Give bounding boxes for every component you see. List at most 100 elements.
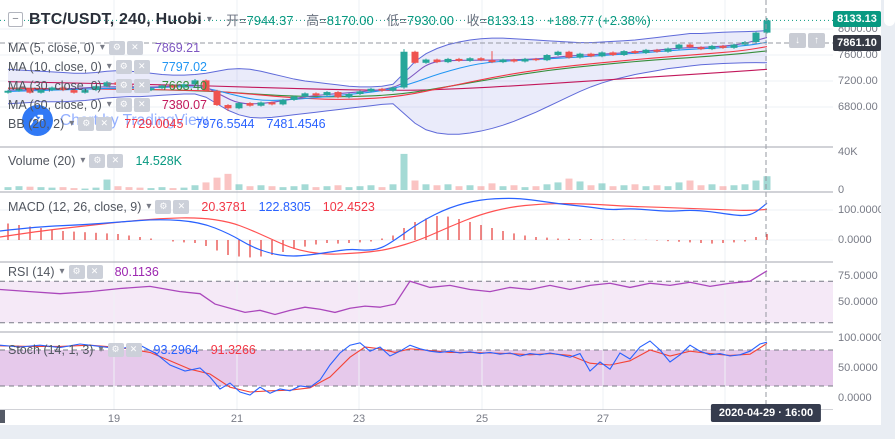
settings-gear-icon[interactable]: ⚙ (108, 40, 125, 55)
time-axis[interactable]: 2020-04-29 · 16:00 19 21 23 25 27 (0, 404, 881, 425)
stoch-k-line (0, 340, 768, 396)
price-tick-label: 0.0000 (838, 234, 872, 246)
indicator-legend-row: MA (60, close, 0) ▾ ⚙ ✕ 7380.07 (8, 97, 219, 112)
chevron-down-icon[interactable]: ▾ (99, 42, 105, 53)
settings-gear-icon[interactable]: ⚙ (115, 59, 132, 74)
time-tick-label: 21 (230, 413, 244, 425)
indicator-legend-row: Volume (20) ▾ ⚙ ✕ 14.528K (8, 153, 194, 168)
price-tick-label: 50.0000 (838, 296, 878, 308)
volume-bars-layer (4, 153, 771, 190)
settings-gear-icon[interactable]: ⚙ (115, 97, 132, 112)
close-icon[interactable]: ✕ (133, 78, 150, 93)
symbol-title[interactable]: BTC/USDT, 240, Huobi (29, 10, 202, 28)
indicator-legend-row: MA (10, close, 0) ▾ ⚙ ✕ 7797.02 (8, 59, 219, 74)
time-tick-label: 27 (596, 413, 610, 425)
time-tick-label: 19 (107, 413, 121, 425)
indicator-values: 14.528K (135, 153, 183, 168)
chevron-down-icon[interactable]: ▾ (106, 80, 112, 91)
collapse-legend-icon[interactable]: − (8, 12, 23, 27)
chart-header: − BTC/USDT, 240, Huobi ▾ 开=7944.37 高=817… (8, 10, 651, 29)
page-background-strip (881, 0, 895, 439)
indicator-legend-row: Stoch (14, 1, 3) ▾ ⚙ ✕ 93.2964 91.3266 (8, 342, 268, 357)
indicator-values: 20.3781 122.8305 102.4523 (201, 199, 375, 214)
rsi-line (0, 270, 768, 316)
price-tick-label: 6800.00 (838, 101, 878, 113)
crosshair-time-badge: 2020-04-29 · 16:00 (710, 404, 822, 422)
page-background-strip-bottom (0, 425, 895, 439)
indicator-values: 7797.02 (161, 59, 208, 74)
indicator-values: 7729.0045 7976.5544 7481.4546 (124, 116, 326, 131)
indicator-values: 7869.21 (154, 40, 201, 55)
last-price-badge: 8133.13 (833, 11, 881, 27)
price-tick-label: 0.0000 (838, 392, 872, 404)
settings-gear-icon[interactable]: ⚙ (115, 78, 132, 93)
indicator-label[interactable]: Stoch (14, 1, 3) (8, 342, 94, 357)
settings-gear-icon[interactable]: ⚙ (78, 116, 95, 131)
indicator-label[interactable]: MACD (12, 26, close, 9) (8, 199, 142, 214)
indicator-legend-row: BB (20, 2) ▾ ⚙ ✕ 7729.0045 7976.5544 7481.4546 (8, 116, 338, 131)
high-value: 8170.00 (326, 13, 374, 28)
scale-arrow-down-button[interactable]: ↓ (789, 33, 806, 48)
settings-gear-icon[interactable]: ⚙ (155, 199, 172, 214)
settings-gear-icon[interactable]: ⚙ (107, 342, 124, 357)
indicator-legend-row: MA (5, close, 0) ▾ ⚙ ✕ 7869.21 (8, 40, 212, 55)
settings-gear-icon[interactable]: ⚙ (89, 153, 106, 168)
chevron-down-icon[interactable]: ▾ (69, 118, 75, 129)
axis-corner-tab (0, 410, 5, 423)
macd-line (0, 197, 768, 257)
scale-arrow-up-button[interactable]: ↑ (808, 33, 825, 48)
indicator-values: 93.2964 91.3266 (153, 342, 256, 357)
chevron-down-icon[interactable]: ▾ (98, 344, 104, 355)
crosshair-price-badge: 7861.10 (833, 35, 881, 51)
price-tick-label: 75.0000 (838, 270, 878, 282)
indicator-label[interactable]: Volume (20) (8, 153, 76, 168)
chevron-down-icon[interactable]: ▾ (59, 266, 65, 277)
close-icon[interactable]: ✕ (86, 264, 103, 279)
chevron-down-icon[interactable]: ▾ (106, 99, 112, 110)
price-tick-label: 100.0000 (838, 204, 884, 216)
chevron-down-icon[interactable]: ▾ (80, 155, 86, 166)
chevron-down-icon[interactable]: ▾ (146, 201, 152, 212)
macd-signal-line (0, 203, 768, 255)
indicator-values: 7380.07 (161, 97, 208, 112)
plot-area (0, 0, 833, 410)
close-icon[interactable]: ✕ (133, 59, 150, 74)
indicator-label[interactable]: MA (60, close, 0) (8, 97, 102, 112)
indicator-label[interactable]: MA (5, close, 0) (8, 40, 95, 55)
price-tick-label: 7600.00 (838, 49, 878, 61)
low-label: 低= (386, 13, 407, 28)
high-label: 高= (306, 13, 327, 28)
close-icon[interactable]: ✕ (125, 342, 142, 357)
ohlc-row: 开=7944.37 高=8170.00 低=7930.00 收=8133.13 … (226, 10, 651, 29)
indicator-label[interactable]: BB (20, 2) (8, 116, 65, 131)
indicator-label[interactable]: RSI (14) (8, 264, 55, 279)
chart-canvas[interactable] (0, 0, 895, 412)
open-value: 7944.37 (246, 13, 294, 28)
tradingview-logo-icon (22, 105, 53, 136)
close-value: 8133.13 (487, 13, 535, 28)
close-label: 收= (466, 13, 488, 28)
time-tick-label: 25 (475, 413, 489, 425)
change-value: +188.77 (+2.38%) (546, 13, 651, 28)
indicator-values: 7663.40 (161, 78, 208, 93)
time-tick-label: 23 (352, 413, 366, 425)
close-icon[interactable]: ✕ (107, 153, 124, 168)
low-value: 7930.00 (406, 13, 454, 28)
indicator-legend-row: MACD (12, 26, close, 9) ▾ ⚙ ✕ 20.3781 122.830… (8, 199, 387, 214)
open-label: 开= (225, 13, 247, 28)
chevron-down-icon[interactable]: ▾ (106, 61, 112, 72)
indicator-label[interactable]: MA (10, close, 0) (8, 59, 102, 74)
price-scale[interactable]: 8000.00 7600.00 7200.00 6800.00 40K 0 100.0000… (833, 0, 884, 425)
macd-layer (0, 197, 768, 258)
indicator-values: 80.1136 (114, 264, 159, 279)
price-tick-label: 0 (838, 184, 845, 196)
close-icon[interactable]: ✕ (173, 199, 190, 214)
close-icon[interactable]: ✕ (96, 116, 113, 131)
close-icon[interactable]: ✕ (133, 97, 150, 112)
indicator-label[interactable]: MA (30, close, 0) (8, 78, 102, 93)
chevron-down-icon[interactable]: ▾ (206, 14, 212, 25)
settings-gear-icon[interactable]: ⚙ (68, 264, 85, 279)
stoch-d-line (0, 342, 768, 393)
close-icon[interactable]: ✕ (126, 40, 143, 55)
